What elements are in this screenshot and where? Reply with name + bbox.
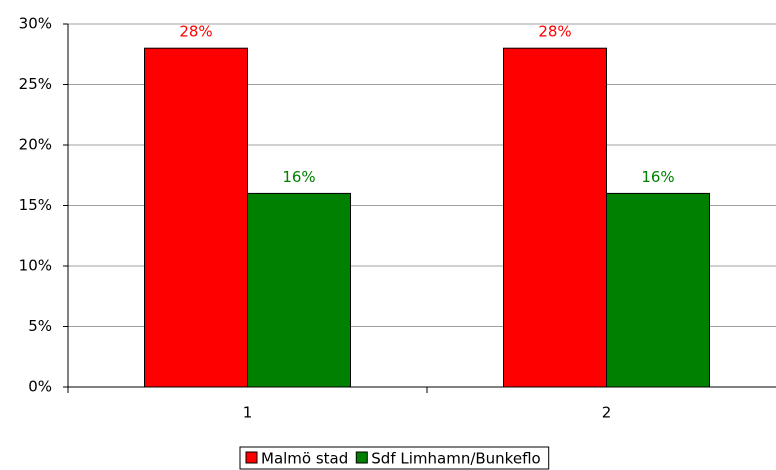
- bar: [144, 47, 248, 388]
- bar: [247, 192, 351, 388]
- y-tick-label: 15%: [19, 196, 52, 214]
- x-tick-label: 2: [602, 404, 612, 422]
- legend-label: Sdf Limhamn/Bunkeflo: [371, 450, 540, 468]
- legend: [239, 446, 550, 470]
- y-tick-label: 30%: [19, 15, 52, 33]
- data-label: 28%: [538, 23, 571, 41]
- y-tick-label: 5%: [28, 317, 52, 335]
- x-tick-label: 1: [243, 404, 253, 422]
- y-tick-label: 20%: [19, 136, 52, 154]
- legend-swatch: [355, 451, 368, 464]
- data-label: 16%: [641, 168, 674, 186]
- bar: [606, 192, 710, 388]
- y-tick-label: 25%: [19, 75, 52, 93]
- legend-label: Malmö stad: [261, 450, 348, 468]
- data-label: 16%: [282, 168, 315, 186]
- y-tick-label: 0%: [28, 378, 52, 396]
- bar: [503, 47, 607, 388]
- data-label: 28%: [179, 23, 212, 41]
- y-tick-label: 10%: [19, 257, 52, 275]
- legend-swatch: [245, 451, 258, 464]
